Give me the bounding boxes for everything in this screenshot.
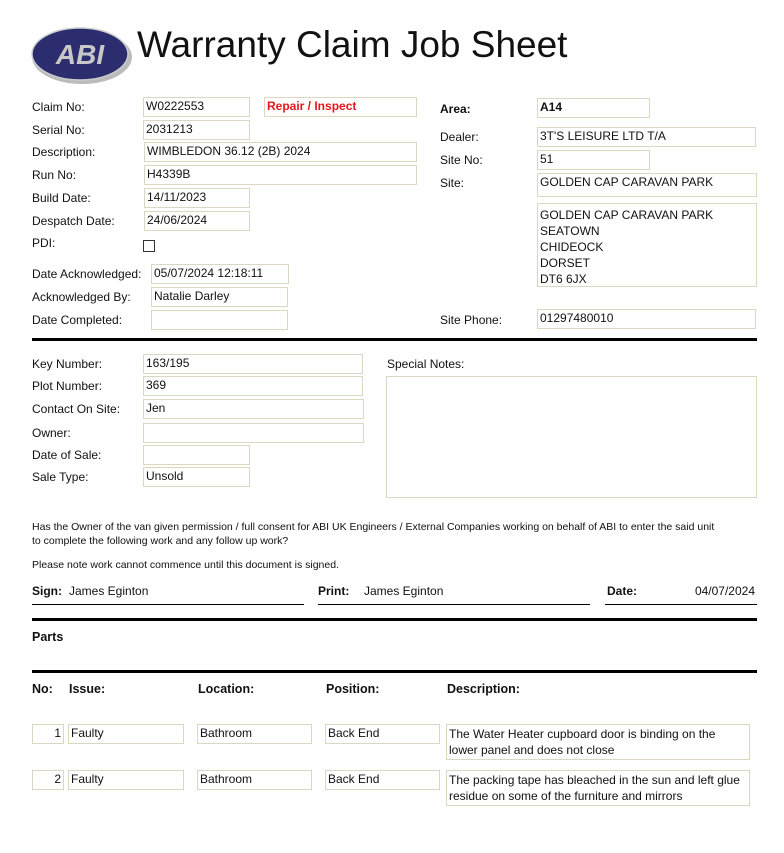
- print-value[interactable]: James Eginton: [364, 584, 444, 598]
- special-notes-field[interactable]: [386, 376, 757, 498]
- date-completed-label: Date Completed:: [32, 313, 123, 327]
- run-label: Run No:: [32, 168, 77, 182]
- sale-type-field[interactable]: Unsold: [143, 467, 250, 487]
- pdi-label: PDI:: [32, 236, 56, 250]
- ack-by-label: Acknowledged By:: [32, 290, 131, 304]
- area-label: Area:: [440, 102, 471, 116]
- sign-line: [32, 604, 304, 605]
- issue-location[interactable]: Bathroom: [197, 770, 312, 790]
- consent-text: Has the Owner of the van given permissio…: [32, 521, 715, 533]
- issue-no[interactable]: 2: [32, 770, 64, 790]
- issue-no[interactable]: 1: [32, 724, 64, 744]
- date-line: [605, 604, 757, 605]
- claim-no-label: Claim No:: [32, 100, 85, 114]
- description-label: Description:: [32, 145, 96, 159]
- parts-title: Parts: [32, 630, 64, 644]
- col-location: Location:: [198, 682, 255, 696]
- site-field[interactable]: GOLDEN CAP CARAVAN PARK: [537, 173, 757, 197]
- sale-type-label: Sale Type:: [32, 470, 89, 484]
- print-label: Print:: [318, 584, 350, 598]
- despatch-date-field[interactable]: 24/06/2024: [144, 211, 250, 231]
- claim-type-field[interactable]: Repair / Inspect: [264, 97, 417, 117]
- divider: [32, 618, 757, 621]
- issue-location[interactable]: Bathroom: [197, 724, 312, 744]
- sale-date-label: Date of Sale:: [32, 448, 102, 462]
- abi-logo: ABI: [31, 27, 132, 84]
- address-line: DORSET: [540, 256, 591, 270]
- plot-number-label: Plot Number:: [32, 379, 103, 393]
- issue-position[interactable]: Back End: [325, 770, 440, 790]
- build-date-label: Build Date:: [32, 191, 91, 205]
- site-phone-label: Site Phone:: [440, 313, 503, 327]
- description-field[interactable]: WIMBLEDON 36.12 (2B) 2024: [144, 142, 417, 162]
- sign-label: Sign:: [32, 584, 62, 598]
- owner-label: Owner:: [32, 426, 71, 440]
- area-field[interactable]: A14: [537, 98, 650, 118]
- site-label: Site:: [440, 176, 465, 190]
- address-line: SEATOWN: [540, 224, 600, 238]
- page-title: Warranty Claim Job Sheet: [137, 24, 568, 65]
- col-description: Description:: [447, 682, 520, 696]
- dealer-label: Dealer:: [440, 130, 479, 144]
- date-label: Date:: [607, 584, 638, 598]
- address-field[interactable]: GOLDEN CAP CARAVAN PARK SEATOWN CHIDEOCK…: [537, 203, 757, 287]
- issue-type[interactable]: Faulty: [68, 724, 184, 744]
- signature-note: Please note work cannot commence until t…: [32, 559, 339, 571]
- divider: [32, 670, 757, 673]
- divider: [32, 338, 757, 341]
- col-no: No:: [32, 682, 53, 696]
- key-number-field[interactable]: 163/195: [143, 354, 363, 374]
- ack-by-field[interactable]: Natalie Darley: [151, 287, 288, 307]
- address-line: DT6 6JX: [540, 272, 587, 286]
- svg-text:ABI: ABI: [55, 39, 105, 70]
- sign-value[interactable]: James Eginton: [69, 584, 149, 598]
- issue-position[interactable]: Back End: [325, 724, 440, 744]
- site-no-field[interactable]: 51: [537, 150, 650, 170]
- sale-date-field[interactable]: [143, 445, 250, 465]
- issue-description[interactable]: The packing tape has bleached in the sun…: [446, 770, 750, 806]
- pdi-checkbox[interactable]: [143, 240, 155, 252]
- contact-field[interactable]: Jen: [143, 399, 364, 419]
- owner-field[interactable]: [143, 423, 364, 443]
- plot-number-field[interactable]: 369: [143, 376, 363, 396]
- consent-text: to complete the following work and any f…: [32, 535, 289, 547]
- serial-field[interactable]: 2031213: [143, 120, 250, 140]
- claim-no-field[interactable]: W0222553: [143, 97, 250, 117]
- address-line: GOLDEN CAP CARAVAN PARK: [540, 208, 714, 222]
- contact-label: Contact On Site:: [32, 402, 121, 416]
- print-line: [318, 604, 590, 605]
- ack-date-field[interactable]: 05/07/2024 12:18:11: [151, 264, 289, 284]
- site-phone-field[interactable]: 01297480010: [537, 309, 756, 329]
- dealer-field[interactable]: 3T'S LEISURE LTD T/A: [537, 127, 756, 147]
- build-date-field[interactable]: 14/11/2023: [144, 188, 250, 208]
- ack-date-label: Date Acknowledged:: [32, 267, 142, 281]
- key-number-label: Key Number:: [32, 357, 103, 371]
- date-completed-field[interactable]: [151, 310, 288, 330]
- issue-description[interactable]: The Water Heater cupboard door is bindin…: [446, 724, 750, 760]
- run-field[interactable]: H4339B: [144, 165, 417, 185]
- col-issue: Issue:: [69, 682, 106, 696]
- address-line: CHIDEOCK: [540, 240, 604, 254]
- issue-type[interactable]: Faulty: [68, 770, 184, 790]
- site-no-label: Site No:: [440, 153, 483, 167]
- date-value[interactable]: 04/07/2024: [694, 584, 755, 598]
- despatch-date-label: Despatch Date:: [32, 214, 115, 228]
- serial-label: Serial No:: [32, 123, 85, 137]
- col-position: Position:: [326, 682, 380, 696]
- special-notes-label: Special Notes:: [387, 357, 465, 371]
